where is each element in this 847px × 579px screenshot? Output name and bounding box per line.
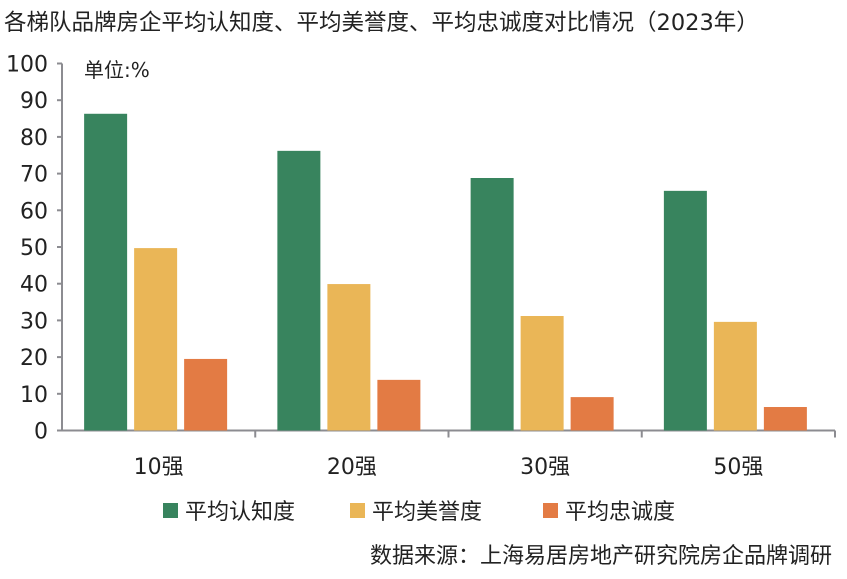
bar-30强-平均忠诚度 — [570, 397, 614, 431]
bar-20强-平均忠诚度 — [377, 379, 421, 431]
y-tick-label: 90 — [20, 89, 48, 114]
y-tick-label: 100 — [6, 53, 48, 78]
bar-30强-平均认知度 — [470, 178, 514, 431]
x-tick-label: 50强 — [713, 455, 763, 480]
legend-swatch — [163, 503, 178, 518]
x-tick-label: 10强 — [134, 455, 184, 480]
y-tick-label: 30 — [20, 309, 48, 334]
bar-50强-平均认知度 — [663, 190, 707, 431]
chart-title: 各梯队品牌房企平均认知度、平均美誉度、平均忠诚度对比情况（2023年） — [4, 10, 759, 36]
y-tick-label: 70 — [20, 163, 48, 188]
bar-50强-平均忠诚度 — [763, 407, 807, 431]
y-tick-label: 10 — [20, 383, 48, 408]
bar-20强-平均美誉度 — [327, 284, 371, 431]
bar-30强-平均美誉度 — [520, 315, 564, 431]
bar-50强-平均美誉度 — [713, 321, 757, 431]
legend-swatch — [350, 503, 365, 518]
legend-label: 平均认知度 — [185, 500, 295, 525]
bar-10强-平均忠诚度 — [184, 358, 228, 431]
x-tick-label: 30强 — [520, 455, 570, 480]
bar-10强-平均认知度 — [84, 113, 128, 431]
y-tick-label: 40 — [20, 273, 48, 298]
y-tick-label: 60 — [20, 199, 48, 224]
source-note: 数据来源：上海易居房地产研究院房企品牌调研 — [370, 544, 832, 569]
y-tick-label: 0 — [34, 420, 48, 445]
x-tick-label: 20强 — [327, 455, 377, 480]
y-tick-label: 50 — [20, 236, 48, 261]
legend-label: 平均美誉度 — [372, 500, 482, 525]
unit-label: 单位:% — [84, 58, 150, 82]
y-tick-label: 20 — [20, 346, 48, 371]
bar-10强-平均美誉度 — [134, 248, 178, 431]
bar-20强-平均认知度 — [277, 150, 321, 431]
legend-swatch — [543, 503, 558, 518]
y-tick-label: 80 — [20, 126, 48, 151]
legend-label: 平均忠诚度 — [565, 500, 675, 525]
